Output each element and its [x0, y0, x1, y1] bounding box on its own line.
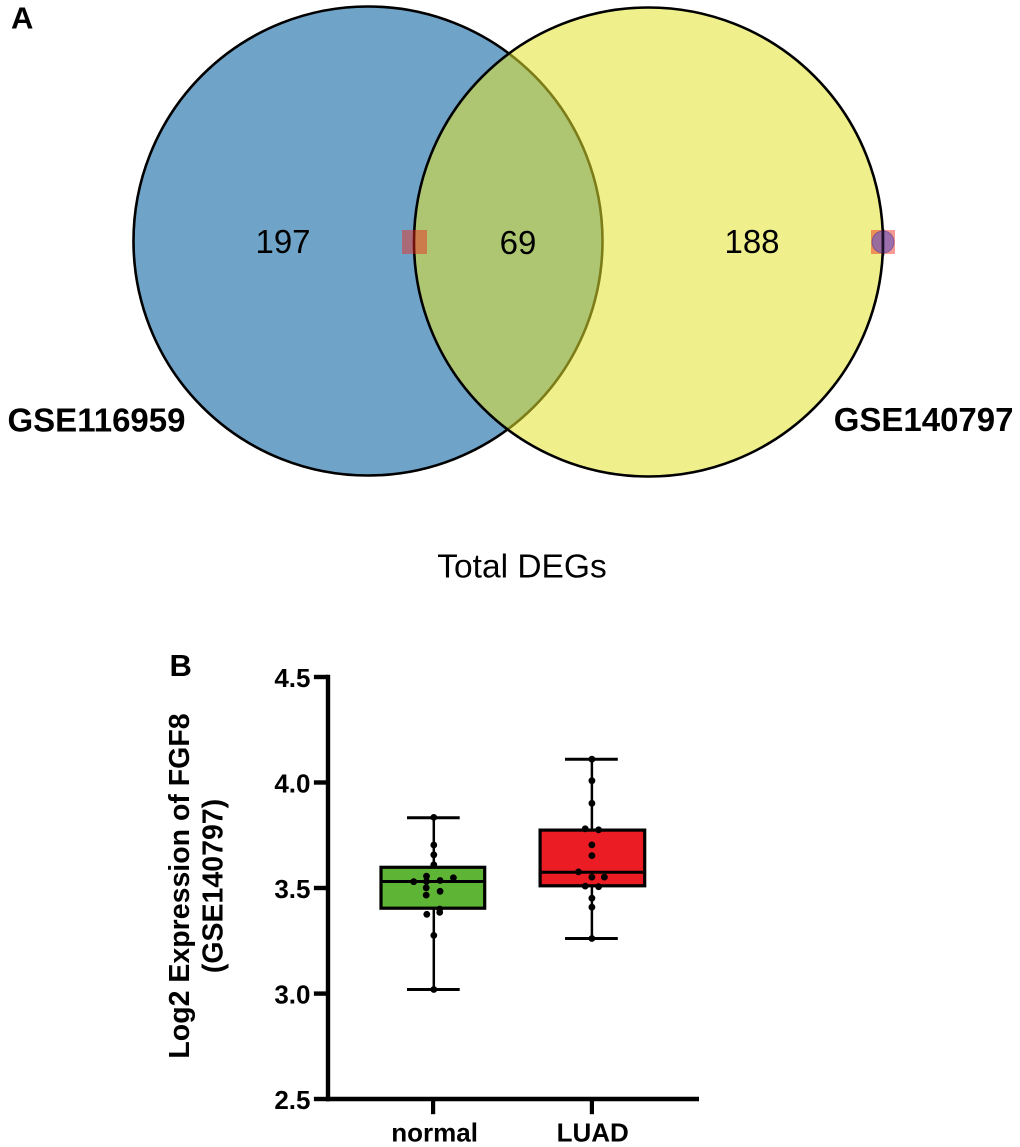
svg-text:B: B [170, 648, 192, 683]
svg-text:3.5: 3.5 [274, 874, 310, 904]
svg-text:GSE116959: GSE116959 [8, 402, 186, 439]
svg-text:197: 197 [255, 223, 310, 260]
svg-text:4.0: 4.0 [274, 768, 310, 798]
svg-text:69: 69 [500, 224, 537, 261]
svg-text:4.5: 4.5 [274, 663, 310, 693]
svg-text:normal: normal [391, 1118, 478, 1147]
svg-text:GSE140797: GSE140797 [834, 401, 1014, 438]
svg-text:A: A [11, 1, 33, 36]
svg-text:Total DEGs: Total DEGs [437, 549, 606, 586]
svg-text:LUAD: LUAD [557, 1118, 629, 1147]
svg-text:3.0: 3.0 [274, 979, 310, 1009]
svg-text:(GSE140797): (GSE140797) [197, 799, 229, 973]
svg-text:Log2 Expression of FGF8: Log2 Expression of FGF8 [164, 713, 196, 1058]
svg-text:2.5: 2.5 [274, 1085, 310, 1115]
svg-text:188: 188 [724, 223, 779, 260]
